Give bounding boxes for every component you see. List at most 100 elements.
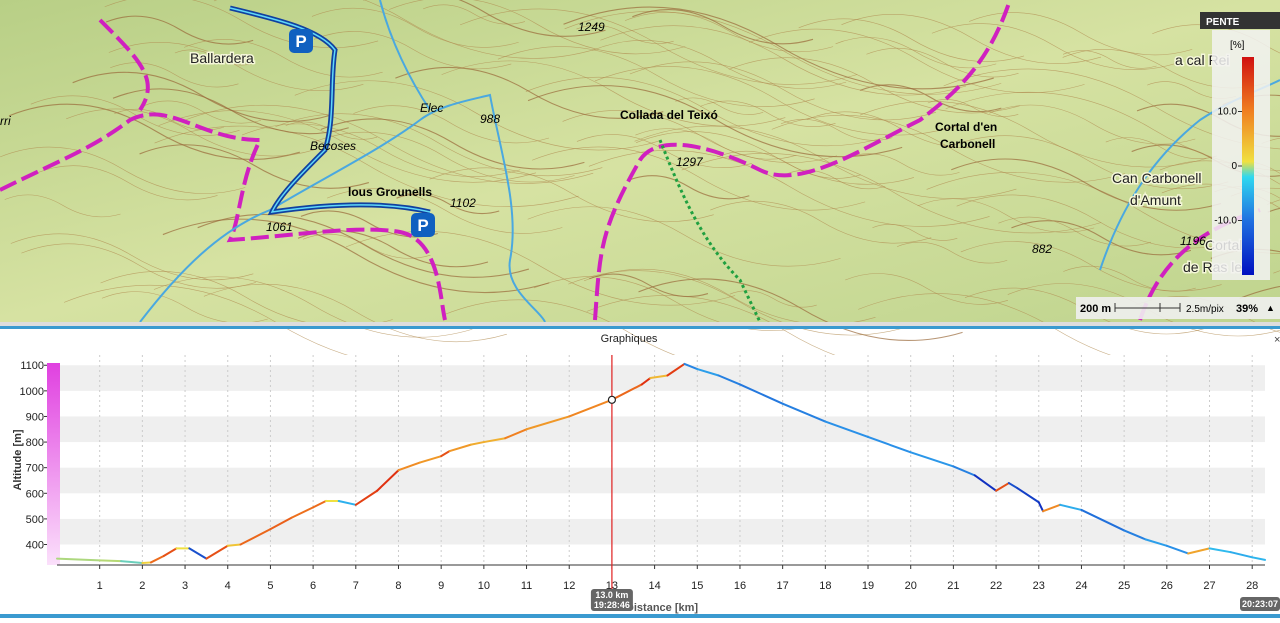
map-label: 1297 [676,155,704,169]
y-tick-label: 800 [26,437,44,449]
y-tick-label: 500 [26,514,44,526]
close-button[interactable]: × [1274,334,1280,346]
profile-segment [239,528,272,546]
contour [568,270,909,336]
zoom-arrow[interactable]: ▲ [1266,303,1275,313]
contour [313,31,512,70]
grid-band [57,467,1265,494]
splitter[interactable] [0,322,1280,326]
x-tick-label: 21 [947,580,959,592]
y-tick-label: 700 [26,463,44,475]
contour [926,172,1280,254]
profile-segment [781,402,827,423]
profile-segment [995,482,1010,492]
contour [108,42,364,92]
legend-unit: [%] [1230,40,1245,51]
contour [153,276,473,338]
contour [594,66,957,136]
x-tick-label: 23 [1033,580,1045,592]
end-badge [1240,597,1280,611]
profile-segment [205,544,229,560]
contour [638,278,963,341]
contour [533,276,819,331]
contour [429,167,714,223]
profile-segment [1123,529,1147,541]
contour [21,243,256,289]
map-label: Can Carbonell [1112,170,1202,186]
map-label: 1061 [266,220,293,234]
contour [786,169,886,190]
contour [4,194,121,218]
x-tick-label: 24 [1075,580,1087,592]
parking: P P [289,29,435,237]
contour [326,188,563,234]
map-label: 988 [480,112,500,126]
contour [527,206,841,267]
profile-segment [696,368,720,377]
y-axis-label: Altitude [m] [12,429,24,490]
x-tick-label: 4 [225,580,231,592]
contour [144,100,262,124]
contour [841,13,1102,64]
contour [845,153,960,176]
profile-segment [525,415,571,431]
contour [203,283,507,343]
profile-segment [354,489,379,506]
contour [525,76,888,147]
x-tick-label: 9 [438,580,444,592]
contour [600,25,967,96]
profile-segment [397,461,421,472]
contour [951,158,1222,211]
trail [658,139,762,323]
contour [110,62,239,88]
map-label: Collada del Teixó [620,108,718,122]
contour [389,0,686,55]
map[interactable]: P P Ballardera 1249 Collada del Teixó 1297 9… [0,0,1280,372]
contour [798,18,1025,62]
scale-bar: 200 m 2.5m/pix 39% ▲ [1076,297,1280,319]
contours [0,0,1280,372]
contour [635,131,915,185]
contour [624,12,834,53]
end-time: 20:23:07 [1242,599,1278,609]
contour [728,57,1021,114]
contour [459,8,858,85]
map-label: lous Grounells [348,185,432,199]
x-tick-label: 25 [1118,580,1130,592]
zoom-level: 39% [1236,303,1258,315]
contour [592,39,847,89]
profile-segment [269,516,293,531]
profile-segment [1208,547,1232,554]
profile-segment [141,561,152,564]
legend-header [1200,12,1280,29]
contour [634,125,1017,199]
map-label: Cortal d'en [935,120,997,134]
cursor-badge [590,589,633,611]
grid-band [57,365,1265,391]
contour [158,110,537,183]
profile-segment [337,499,357,506]
x-tick-label: 14 [648,580,660,592]
profile-segment [1007,482,1019,490]
contour [0,146,246,194]
contour [563,6,994,90]
contour [174,49,256,66]
profile-segment [162,547,178,558]
scale-resolution: 2.5m/pix [1186,304,1224,315]
profile-segment [98,559,123,563]
x-tick-label: 16 [734,580,746,592]
map-label: rri [0,114,11,128]
contour [72,71,332,123]
contour [675,97,764,115]
contour [294,80,660,151]
profile-segment [1251,556,1266,561]
contour [320,118,585,170]
map-label: d'Amunt [1130,192,1181,208]
profile-segment [683,362,699,371]
profile-segment [973,474,998,492]
contour [527,85,903,158]
profile-segment [290,506,315,519]
profile-segment [1016,487,1040,504]
profile-segment [149,555,165,564]
profile-segment [470,441,485,446]
